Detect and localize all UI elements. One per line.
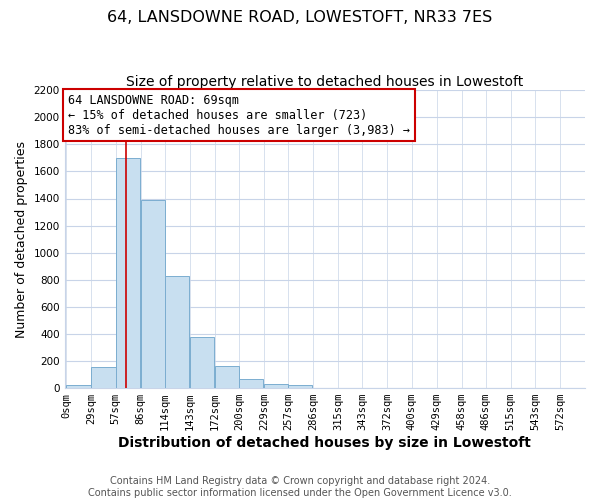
Text: 64 LANSDOWNE ROAD: 69sqm
← 15% of detached houses are smaller (723)
83% of semi-: 64 LANSDOWNE ROAD: 69sqm ← 15% of detach… — [68, 94, 410, 136]
Bar — [190, 336, 214, 388]
Bar — [67, 386, 91, 388]
Bar — [288, 384, 313, 388]
Bar — [140, 200, 165, 388]
Bar — [165, 276, 189, 388]
Bar — [116, 158, 140, 388]
Bar — [264, 384, 288, 388]
Y-axis label: Number of detached properties: Number of detached properties — [15, 140, 28, 338]
Text: 64, LANSDOWNE ROAD, LOWESTOFT, NR33 7ES: 64, LANSDOWNE ROAD, LOWESTOFT, NR33 7ES — [107, 10, 493, 25]
Bar — [239, 380, 263, 388]
X-axis label: Distribution of detached houses by size in Lowestoft: Distribution of detached houses by size … — [118, 436, 531, 450]
Bar — [215, 366, 239, 388]
Bar — [91, 367, 116, 388]
Text: Contains HM Land Registry data © Crown copyright and database right 2024.
Contai: Contains HM Land Registry data © Crown c… — [88, 476, 512, 498]
Title: Size of property relative to detached houses in Lowestoft: Size of property relative to detached ho… — [126, 75, 523, 89]
